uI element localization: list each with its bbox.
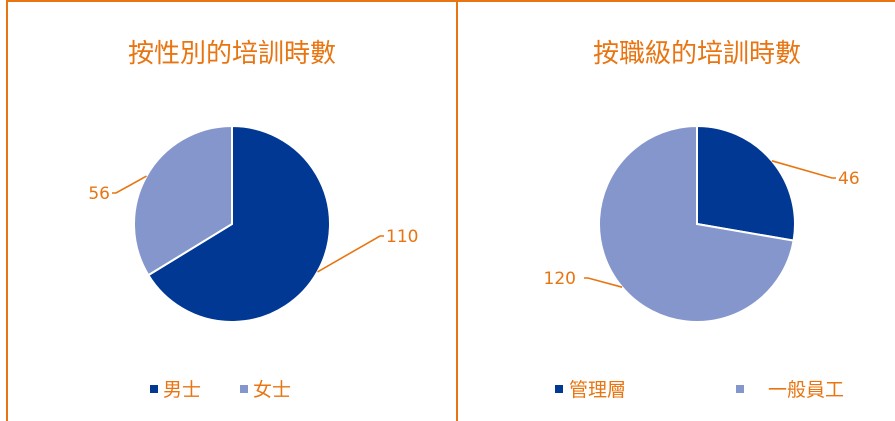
chart-title-grade: 按職級的培訓時數 [593,39,801,69]
data-labels-gender: 110 56 [88,175,418,273]
legend-swatch-management [555,385,563,393]
leader-line-female [112,175,147,194]
legend-gender: 男士 女士 [150,379,291,401]
data-label-female: 56 [88,184,110,204]
legend-swatch-female [240,385,248,393]
pie-slice-female [133,124,233,277]
data-label-general-staff: 120 [544,269,576,289]
legend-label-management: 管理層 [569,379,626,401]
data-label-male: 110 [386,227,418,247]
legend-swatch-general-staff [736,385,744,393]
legend-label-female: 女士 [253,379,291,401]
data-label-management: 46 [838,169,860,189]
grade-pie-chart: 按職級的培訓時數 46 120 管理層 一般員工 [544,39,860,401]
legend-label-male: 男士 [163,379,201,401]
pie-grade [598,124,796,323]
pie-slice-management [696,124,796,242]
legend-swatch-male [150,385,158,393]
gender-pie-chart: 按性別的培訓時數 110 56 男士 女士 [88,39,418,401]
legend-grade: 管理層 一般員工 [555,379,844,401]
leader-line-general-staff [584,277,623,288]
pie-gender [133,124,331,323]
legend-label-general-staff: 一般員工 [768,379,844,401]
data-labels-grade: 46 120 [544,160,860,289]
chart-title-gender: 按性別的培訓時數 [128,39,336,69]
pie-slice-male [147,124,331,323]
leader-line-management [771,160,836,179]
leader-line-male [317,235,384,273]
